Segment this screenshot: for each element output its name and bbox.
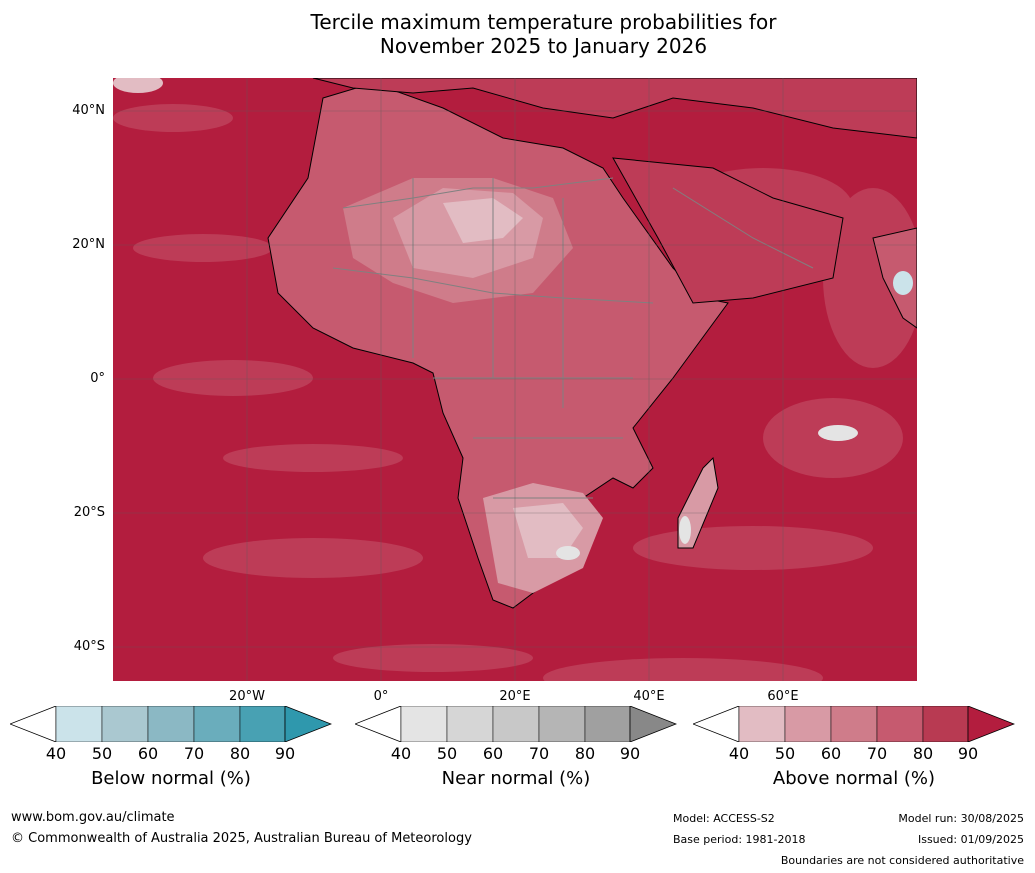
lat-label-20s: 20°S [73, 505, 105, 520]
lat-label-20n: 20°N [72, 237, 105, 252]
cbar-above-tick: 90 [957, 744, 979, 763]
title-line-2: November 2025 to January 2026 [379, 34, 708, 58]
colorbar-below-label: Below normal (%) [91, 768, 251, 789]
cbar-below-tick: 40 [45, 744, 67, 763]
below-normal-patch-india [893, 271, 913, 295]
lon-label-20w: 20°W [229, 689, 265, 704]
disclaimer-text: Boundaries are not considered authoritat… [780, 854, 1024, 867]
colorbar-above-label: Above normal (%) [772, 768, 936, 789]
cbar-below-tick: 90 [274, 744, 296, 763]
copyright-text: © Commonwealth of Australia 2025, Austra… [11, 831, 472, 846]
cbar-below-tick: 70 [183, 744, 205, 763]
colorbar-below-svg [8, 705, 333, 743]
lat-label-40s: 40°S [73, 639, 105, 654]
cbar-above-tick: 70 [866, 744, 888, 763]
model-run-text: Model run: 30/08/2025 [898, 812, 1024, 825]
colorbar-above-normal [691, 705, 1016, 743]
lon-label-0: 0° [373, 689, 389, 704]
cbar-near-tick: 70 [528, 744, 550, 763]
cbar-near-swatch-2 [446, 705, 494, 743]
cbar-above-tick: 40 [728, 744, 750, 763]
europe-landmass [312, 78, 917, 139]
colorbar-below-ticks: 40 50 60 70 80 90 [10, 744, 332, 764]
title-line-1: Tercile maximum temperature probabilitie… [310, 10, 777, 34]
cbar-near-swatch-1 [400, 705, 448, 743]
cbar-near-tick: 50 [436, 744, 458, 763]
colorbar-below-normal [8, 705, 333, 743]
base-period-text: Base period: 1981-2018 [673, 833, 806, 846]
southern-africa-40-region [513, 503, 583, 558]
near-normal-patch-iberia [113, 78, 163, 93]
lat-label-0: 0° [90, 371, 105, 386]
graticule [113, 78, 917, 681]
cbar-above-swatch-0 [691, 705, 740, 743]
cbar-near-swatch-5 [584, 705, 631, 743]
cbar-below-tick: 80 [229, 744, 251, 763]
model-text: Model: ACCESS-S2 [673, 812, 775, 825]
cbar-near-tick: 40 [390, 744, 412, 763]
cbar-below-swatch-2 [101, 705, 149, 743]
cbar-above-tick: 50 [774, 744, 796, 763]
near-normal-patch-south-africa [556, 546, 580, 560]
issued-text: Issued: 01/09/2025 [917, 833, 1024, 846]
cbar-near-swatch-0 [353, 705, 402, 743]
lon-label-60e: 60°E [767, 689, 799, 704]
near-normal-patch-madagascar [679, 516, 691, 544]
colorbar-near-svg [353, 705, 678, 743]
lat-label-40n: 40°N [72, 103, 105, 118]
colorbar-near-ticks: 40 50 60 70 80 90 [355, 744, 677, 764]
cbar-below-tick: 50 [91, 744, 113, 763]
arabia-landmass [612, 157, 844, 304]
cbar-near-tick: 80 [574, 744, 596, 763]
near-normal-patch-indian-ocean [818, 425, 858, 441]
cbar-below-swatch-3 [147, 705, 195, 743]
cbar-below-swatch-5 [239, 705, 286, 743]
cbar-below-swatch-6 [284, 705, 333, 743]
colorbar-near-label: Near normal (%) [441, 768, 591, 789]
cbar-above-swatch-4 [876, 705, 924, 743]
map-title: Tercile maximum temperature probabilitie… [0, 10, 1035, 58]
country-borders [332, 177, 814, 499]
colorbar-near-normal [353, 705, 678, 743]
cbar-near-tick: 60 [482, 744, 504, 763]
cbar-near-swatch-6 [629, 705, 678, 743]
cbar-near-swatch-4 [538, 705, 586, 743]
website-link[interactable]: www.bom.gov.au/climate [11, 810, 175, 825]
sahara-40-region [443, 198, 523, 243]
cbar-near-tick: 90 [619, 744, 641, 763]
cbar-below-tick: 60 [137, 744, 159, 763]
cbar-above-tick: 80 [912, 744, 934, 763]
probability-map [113, 78, 917, 681]
lon-label-40e: 40°E [633, 689, 665, 704]
cbar-above-swatch-2 [784, 705, 832, 743]
cbar-below-swatch-1 [55, 705, 103, 743]
cbar-near-swatch-3 [492, 705, 540, 743]
map-svg [113, 78, 917, 681]
cbar-above-swatch-3 [830, 705, 878, 743]
cbar-above-swatch-1 [738, 705, 786, 743]
cbar-below-swatch-4 [193, 705, 241, 743]
lon-label-20e: 20°E [499, 689, 531, 704]
cbar-above-tick: 60 [820, 744, 842, 763]
colorbar-above-ticks: 40 50 60 70 80 90 [693, 744, 1015, 764]
cbar-above-swatch-6 [967, 705, 1016, 743]
colorbar-above-svg [691, 705, 1016, 743]
cbar-above-swatch-5 [922, 705, 969, 743]
cbar-below-swatch-0 [8, 705, 57, 743]
